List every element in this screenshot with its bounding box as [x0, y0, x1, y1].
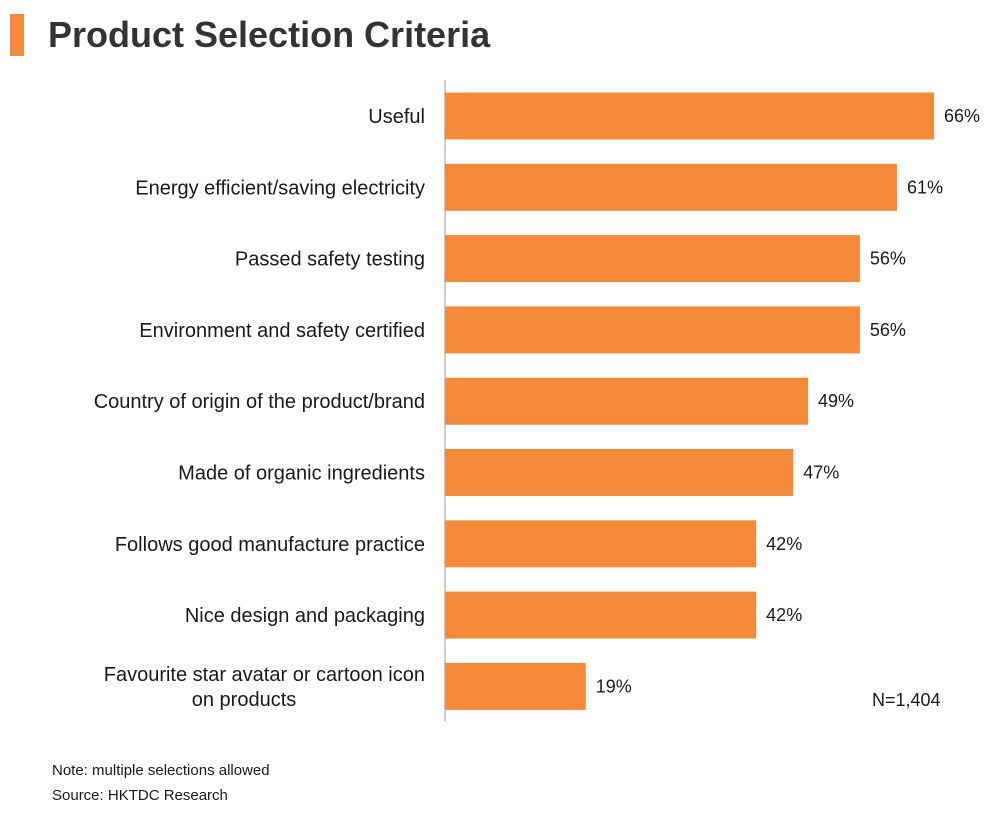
title-accent-bar [10, 14, 24, 56]
value-label: 61% [907, 177, 943, 197]
value-label: 66% [944, 106, 980, 126]
chart-title: Product Selection Criteria [48, 14, 491, 55]
bar-3 [445, 235, 860, 283]
category-label: Favourite star avatar or cartoon icon [104, 664, 425, 686]
category-label: Country of origin of the product/brand [94, 391, 425, 413]
source-note: Source: HKTDC Research [52, 787, 228, 804]
sample-size-annotation: N=1,404 [872, 690, 941, 710]
value-label: 49% [818, 391, 854, 411]
category-label: on products [192, 689, 297, 711]
value-label: 56% [870, 249, 906, 269]
value-label: 42% [766, 534, 802, 554]
bars-group: 66% Useful 61% Energy efficient/saving elec… [94, 92, 980, 711]
value-label: 56% [870, 320, 906, 340]
value-label: 19% [596, 676, 632, 696]
category-label: Nice design and packaging [185, 605, 425, 627]
category-label: Environment and safety certified [139, 320, 425, 342]
bar-2 [445, 163, 897, 211]
category-label: Follows good manufacture practice [115, 534, 425, 556]
bar-5 [445, 377, 809, 425]
category-label: Made of organic ingredients [178, 463, 425, 485]
bar-1 [445, 92, 934, 140]
bar-4 [445, 306, 860, 354]
footnote: Note: multiple selections allowed [52, 762, 270, 779]
bar-8 [445, 591, 757, 639]
bar-6 [445, 449, 794, 496]
category-label: Passed safety testing [235, 249, 425, 271]
category-label: Useful [368, 106, 425, 128]
bar-9 [445, 662, 586, 710]
category-label: Energy efficient/saving electricity [135, 177, 425, 199]
value-label: 42% [766, 605, 802, 625]
value-label: 47% [803, 463, 839, 483]
bar-7 [445, 520, 757, 568]
